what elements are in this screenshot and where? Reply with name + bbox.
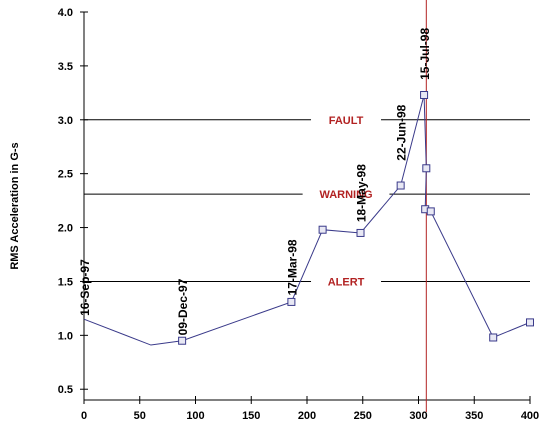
y-tick-label: 3.0	[58, 115, 73, 127]
y-tick-label: 2.0	[58, 223, 73, 235]
data-point	[396, 181, 405, 190]
data-point	[526, 318, 534, 327]
x-tick-label: 350	[465, 410, 483, 422]
x-tick-label: 250	[354, 410, 372, 422]
data-point	[420, 90, 429, 99]
date-label: 22-Jun-98	[395, 104, 409, 160]
x-tick-label: 400	[521, 410, 539, 422]
y-tick-label: 1.0	[58, 330, 73, 342]
y-tick-label: 1.5	[58, 276, 73, 288]
data-point	[178, 336, 187, 345]
x-tick-label: 200	[298, 410, 316, 422]
data-point	[356, 228, 365, 237]
threshold-label-warning: WARNING	[319, 189, 372, 201]
x-tick-label: 300	[409, 410, 427, 422]
x-tick-label: 100	[186, 410, 204, 422]
y-tick-label: 2.5	[58, 169, 73, 181]
y-tick-label: 3.5	[58, 61, 73, 73]
x-tick-label: 150	[242, 410, 260, 422]
series-line	[83, 94, 531, 346]
date-label: 16-Sep-97	[78, 259, 92, 316]
data-point	[318, 225, 327, 234]
x-tick-label: 50	[134, 410, 146, 422]
y-axis-title: RMS Acceleration in G-s	[9, 142, 21, 269]
date-label: 09-Dec-97	[176, 278, 190, 335]
data-point	[422, 164, 431, 173]
y-tick-label: 4.0	[58, 7, 73, 19]
date-label: 15-Jul-98	[418, 28, 432, 80]
y-tick-label: 0.5	[58, 384, 73, 396]
data-point	[287, 297, 296, 306]
x-tick-label: 0	[81, 410, 87, 422]
threshold-label-alert: ALERT	[328, 276, 365, 288]
date-label: 18-May-98	[355, 164, 369, 222]
data-point	[426, 207, 435, 216]
date-label: 17-Mar-98	[285, 239, 299, 295]
data-point	[489, 333, 498, 342]
threshold-label-fault: FAULT	[329, 115, 364, 127]
